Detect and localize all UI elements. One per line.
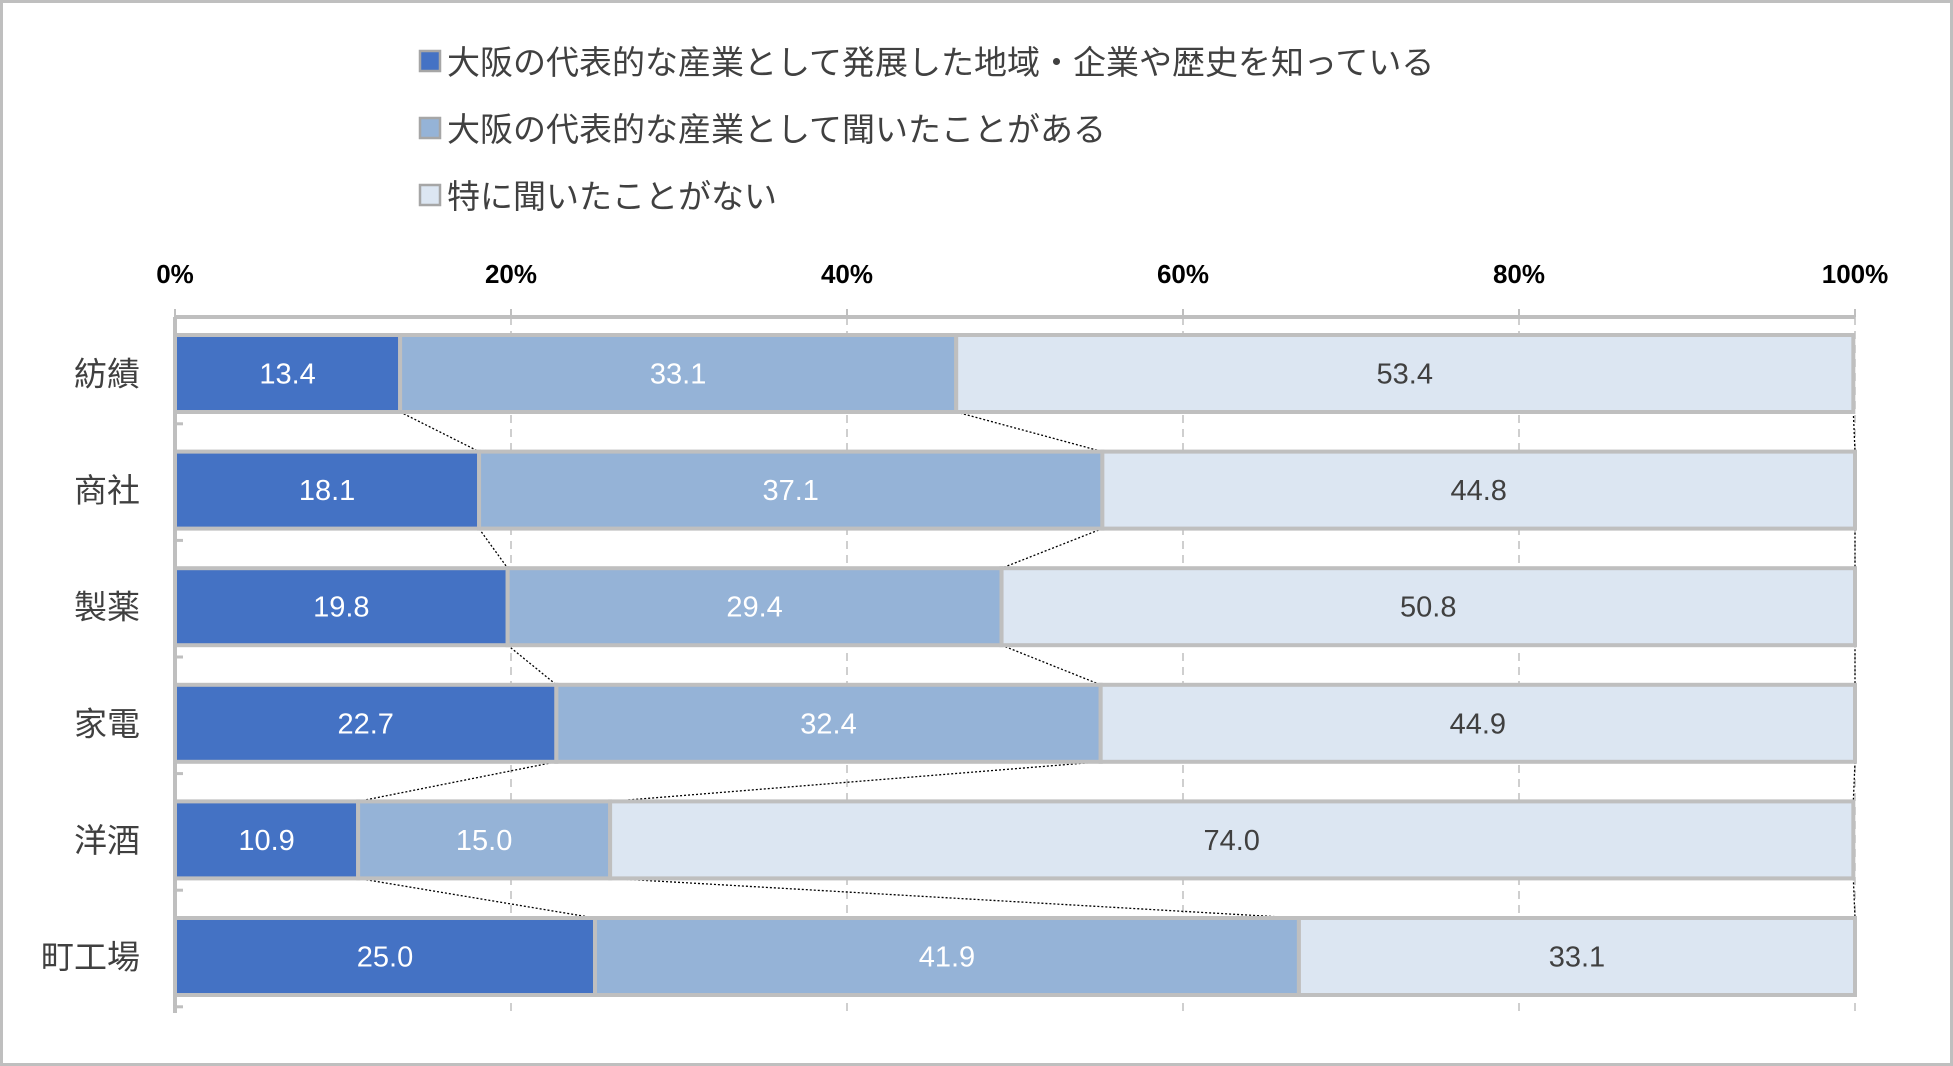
bar-3-2 — [1100, 449, 1857, 531]
series-line-1-row-2 — [478, 528, 509, 569]
legend-label-2: 大阪の代表的な産業として聞いたことがある — [447, 110, 1106, 149]
bar-1-2 — [173, 449, 482, 531]
series-line-1-row-3 — [507, 644, 557, 686]
x-tick-label-40: 40% — [821, 259, 873, 289]
data-label-1-4: 22.7 — [337, 708, 393, 740]
bar-1-5 — [173, 799, 361, 881]
x-tick-label-80: 80% — [1493, 259, 1545, 289]
bar-1-6 — [173, 916, 597, 997]
x-tick-label-20: 20% — [485, 259, 537, 289]
data-label-2-3: 29.4 — [726, 592, 782, 624]
x-tick-label-0: 0% — [156, 259, 194, 289]
bar-3-3 — [999, 566, 1857, 648]
series-line-3-row-4 — [1852, 761, 1856, 802]
data-label-3-4: 44.9 — [1450, 708, 1506, 740]
bar-1-4 — [173, 682, 559, 764]
series-line-1-row-5 — [358, 877, 596, 919]
category-label-4: 家電 — [74, 704, 140, 743]
series-line-3-row-1 — [1852, 411, 1856, 452]
data-label-2-1: 33.1 — [650, 359, 706, 391]
series-line-2-row-4 — [610, 761, 1101, 803]
bar-2-6 — [593, 916, 1301, 997]
data-label-2-4: 32.4 — [800, 708, 856, 740]
data-label-1-6: 25.0 — [357, 942, 413, 974]
data-label-2-6: 41.9 — [919, 942, 975, 974]
series-line-2-row-1 — [956, 411, 1103, 453]
bar-3-4 — [1098, 682, 1858, 764]
category-label-5: 洋酒 — [74, 821, 140, 860]
bar-3-6 — [1296, 916, 1858, 997]
bar-2-1 — [398, 333, 959, 414]
series-line-1-row-4 — [357, 761, 557, 803]
data-label-1-5: 10.9 — [238, 825, 294, 857]
legend-swatch-1 — [418, 49, 442, 73]
legend-swatch-3 — [418, 183, 442, 207]
data-label-2-2: 37.1 — [762, 475, 818, 507]
category-label-6: 町工場 — [41, 938, 140, 977]
series-lines — [357, 411, 1856, 919]
data-label-3-1: 53.4 — [1377, 359, 1433, 391]
x-tick-label-100: 100% — [1822, 259, 1889, 289]
legend: 大阪の代表的な産業として発展した地域・企業や歴史を知っている大阪の代表的な産業と… — [418, 43, 1434, 216]
data-label-2-5: 15.0 — [456, 825, 512, 857]
bar-3-1 — [954, 333, 1856, 414]
series-line-1-row-1 — [399, 411, 480, 453]
data-label-3-5: 74.0 — [1203, 825, 1259, 857]
legend-swatch-2 — [418, 116, 442, 140]
data-label-1-2: 18.1 — [299, 475, 355, 507]
data-label-3-3: 50.8 — [1400, 592, 1456, 624]
data-label-3-6: 33.1 — [1549, 942, 1605, 974]
legend-label-1: 大阪の代表的な産業として発展した地域・企業や歴史を知っている — [447, 43, 1434, 82]
bar-3-5 — [608, 799, 1856, 881]
bar-2-5 — [356, 799, 613, 881]
series-line-2-row-2 — [1001, 527, 1103, 569]
x-tick-label-60: 60% — [1157, 259, 1209, 289]
data-label-3-2: 44.8 — [1450, 475, 1506, 507]
series-line-2-row-5 — [610, 877, 1299, 919]
series-line-2-row-3 — [1001, 644, 1101, 686]
x-axis-ticks: 0% 20% 40% 60% 80% 100% — [156, 259, 1888, 1013]
bar-2-3 — [505, 566, 1004, 648]
data-label-1-1: 13.4 — [259, 359, 315, 391]
data-label-1-3: 19.8 — [313, 592, 369, 624]
category-label-3: 製薬 — [74, 588, 140, 627]
bar-2-4 — [554, 682, 1103, 764]
legend-label-3: 特に聞いたことがない — [447, 177, 777, 216]
bars: 13.4 33.1 53.4 18.1 37.1 44.8 19.8 29.4 50.8 22.7… — [173, 333, 1858, 997]
category-label-1: 紡績 — [74, 355, 140, 394]
gridlines — [510, 317, 1856, 1013]
bar-1-3 — [173, 566, 510, 648]
series-line-3-row-5 — [1852, 878, 1856, 919]
bar-2-2 — [477, 449, 1105, 531]
category-label-2: 商社 — [74, 471, 140, 510]
